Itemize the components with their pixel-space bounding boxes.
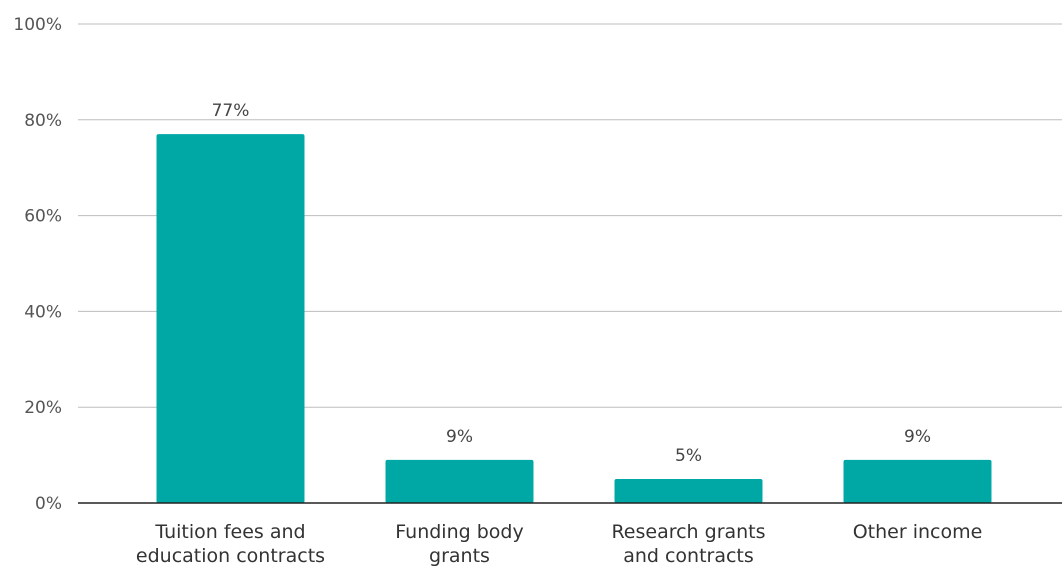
data-labels: 77% 9% 5% 9% xyxy=(212,101,931,466)
x-category-label-line: Research grants xyxy=(611,521,765,543)
bar xyxy=(614,479,763,503)
y-axis-tick-labels: 0% 20% 40% 60% 80% 100% xyxy=(13,15,62,514)
bar xyxy=(385,459,534,503)
y-tick-label: 20% xyxy=(24,398,62,418)
bar-value-label: 9% xyxy=(446,427,473,447)
x-category-label: Funding body grants xyxy=(395,521,523,567)
x-axis-category-labels: Tuition fees and education contracts Fundi… xyxy=(136,521,982,567)
bar xyxy=(156,134,305,504)
x-category-label: Other income xyxy=(853,521,983,543)
y-tick-label: 40% xyxy=(24,302,62,322)
x-category-label: Tuition fees and education contracts xyxy=(136,521,325,567)
x-category-label: Research grants and contracts xyxy=(611,521,765,567)
bar xyxy=(843,459,992,503)
y-tick-label: 100% xyxy=(13,15,62,35)
bar-value-label: 9% xyxy=(904,427,931,447)
x-category-label-line: Other income xyxy=(853,521,983,543)
y-tick-label: 60% xyxy=(24,207,62,227)
x-category-label-line: grants xyxy=(429,545,490,567)
bar-value-label: 77% xyxy=(212,101,250,121)
x-category-label-line: education contracts xyxy=(136,545,325,567)
bar-value-label: 5% xyxy=(675,446,702,466)
x-category-label-line: Tuition fees and xyxy=(154,521,305,543)
y-tick-label: 0% xyxy=(35,494,62,514)
bars xyxy=(156,134,992,504)
x-category-label-line: Funding body xyxy=(395,521,523,543)
x-category-label-line: and contracts xyxy=(623,545,754,567)
y-tick-label: 80% xyxy=(24,111,62,131)
